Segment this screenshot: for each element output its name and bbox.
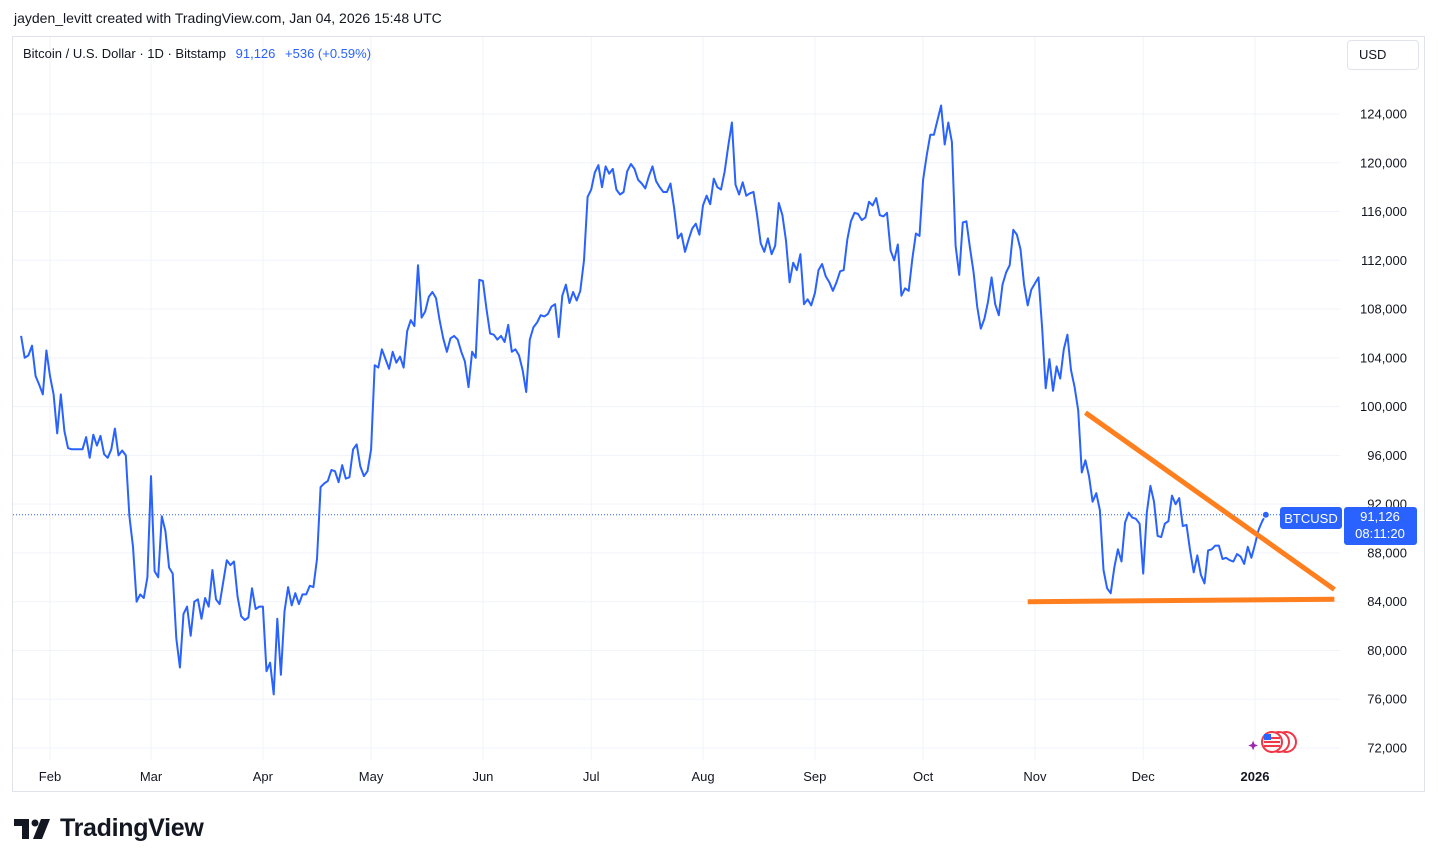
x-tick-label: Aug: [691, 769, 714, 784]
y-tick-label: 120,000: [1360, 155, 1407, 170]
price-tag: BTCUSD 91,126 08:11:20: [1280, 507, 1417, 545]
y-tick-label: 124,000: [1360, 107, 1407, 122]
x-tick-label: Oct: [913, 769, 934, 784]
us-flag-event-icon[interactable]: [1248, 731, 1297, 753]
last-price-dot: [1261, 510, 1270, 519]
x-tick-label: May: [359, 769, 384, 784]
x-tick-label: Mar: [140, 769, 163, 784]
y-tick-label: 100,000: [1360, 399, 1407, 414]
symbol-name: Bitcoin / U.S. Dollar · 1D · Bitstamp: [23, 46, 226, 61]
y-tick-label: 88,000: [1367, 545, 1407, 560]
ticker-tag-bg: [1280, 507, 1342, 529]
tradingview-logo-icon: [14, 818, 50, 839]
y-axis: 72,000 76,000 80,000 84,000 88,000 96,000 100,…: [1360, 107, 1407, 756]
symbol-info: Bitcoin / U.S. Dollar · 1D · Bitstamp 91…: [23, 46, 371, 61]
y-tick-label: 80,000: [1367, 643, 1407, 658]
x-axis: Feb Mar Apr May Jun Jul Aug Sep Oct Nov Dec 2026: [39, 769, 1270, 784]
y-tick-label: 116,000: [1361, 204, 1407, 219]
price-tag-value: 91,126: [1360, 509, 1400, 524]
y-tick-label: 112,000: [1361, 253, 1407, 268]
x-tick-label: Jun: [472, 769, 493, 784]
price-tag-bg: [1344, 507, 1417, 545]
attribution-text: jayden_levitt created with TradingView.c…: [14, 10, 442, 26]
x-tick-label: Feb: [39, 769, 61, 784]
y-tick-label: 72,000: [1367, 741, 1407, 756]
currency-button[interactable]: USD: [1347, 40, 1419, 70]
x-tick-label: 2026: [1241, 769, 1270, 784]
symbol-change: +536 (+0.59%): [285, 46, 372, 61]
trendline[interactable]: [1027, 596, 1335, 605]
ticker-tag-label: BTCUSD: [1284, 511, 1337, 526]
y-tick-label: 104,000: [1360, 350, 1407, 365]
chart-frame: [12, 36, 1425, 792]
y-tick-label: 96,000: [1367, 448, 1407, 463]
x-tick-label: Apr: [253, 769, 274, 784]
tradingview-logo-text: TradingView: [60, 814, 204, 842]
trendline[interactable]: [1083, 410, 1336, 592]
y-tick-label: 108,000: [1360, 302, 1407, 317]
trendlines: [1027, 410, 1336, 605]
symbol-price: 91,126: [235, 46, 276, 61]
grid-lines: [13, 37, 1340, 760]
x-tick-label: Jul: [583, 769, 600, 784]
y-tick-label: 76,000: [1367, 692, 1407, 707]
x-tick-label: Dec: [1132, 769, 1156, 784]
price-tag-countdown: 08:11:20: [1355, 526, 1405, 541]
btcusd-price-line: [20, 104, 1267, 696]
tradingview-logo[interactable]: TradingView: [14, 814, 204, 843]
x-tick-label: Sep: [803, 769, 826, 784]
y-tick-label: 84,000: [1367, 594, 1407, 609]
x-tick-label: Nov: [1023, 769, 1047, 784]
